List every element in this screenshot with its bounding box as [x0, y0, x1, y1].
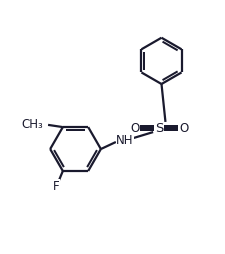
Text: CH₃: CH₃	[21, 118, 43, 131]
Text: O: O	[130, 122, 139, 135]
Text: S: S	[154, 122, 163, 135]
Text: NH: NH	[116, 134, 133, 147]
Text: O: O	[178, 122, 187, 135]
Text: F: F	[53, 180, 59, 193]
